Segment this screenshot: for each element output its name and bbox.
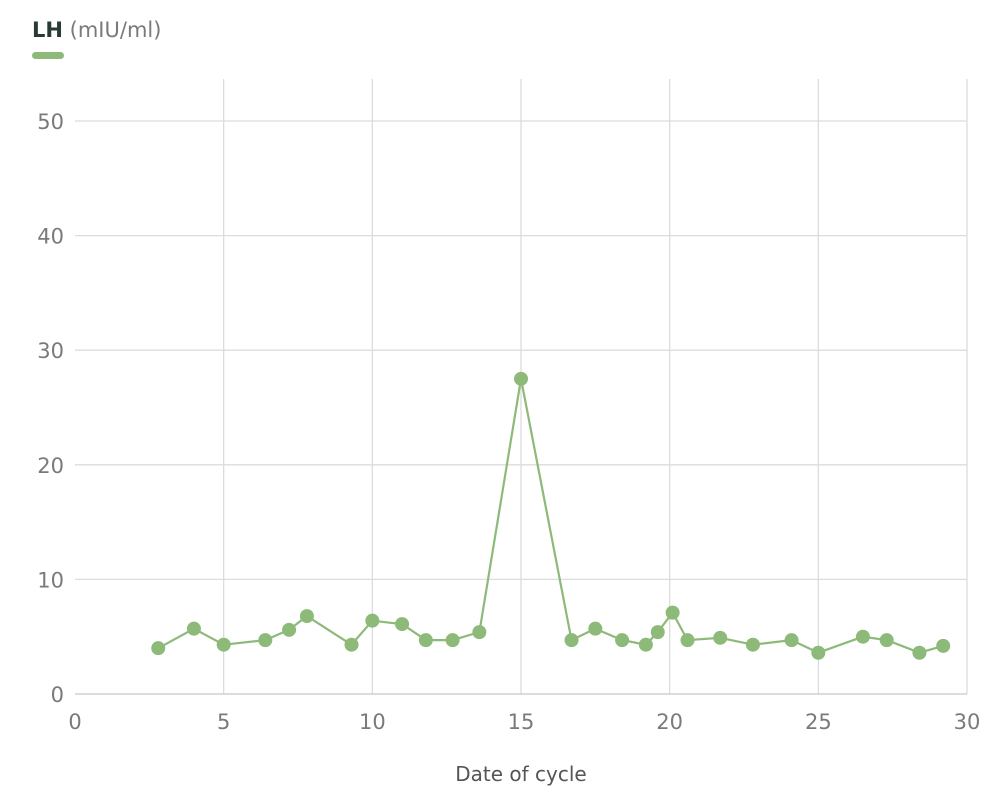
data-point [745,637,760,652]
legend-swatch [32,52,64,59]
data-point [365,613,380,628]
y-tick-label: 50 [37,110,64,134]
data-point [445,633,460,648]
data-point [395,617,410,632]
data-point [258,633,273,648]
data-point [282,622,297,637]
data-point [713,630,728,645]
data-point [472,625,487,640]
y-tick-label: 10 [37,568,64,592]
data-point [514,371,528,386]
y-tick-label: 40 [37,225,64,249]
chart-legend: LH (mIU/ml) [32,18,161,59]
data-point [216,637,231,652]
data-point [936,638,951,653]
x-axis-title: Date of cycle [455,762,586,786]
x-tick-label: 20 [656,710,683,734]
data-point [665,605,680,620]
data-point [588,621,603,636]
x-tick-label: 15 [508,710,535,734]
y-tick-label: 30 [37,339,64,363]
y-tick-label: 0 [51,683,64,707]
legend-series-name: LH [32,18,63,42]
data-point [151,641,166,656]
data-point [344,637,359,652]
legend-title: LH (mIU/ml) [32,18,161,42]
data-point [811,645,826,660]
series-line [157,377,944,654]
data-point [299,609,314,624]
data-point [638,637,653,652]
data-point [912,645,927,660]
x-tick-label: 25 [805,710,832,734]
data-point [564,633,579,648]
x-tick-label: 5 [217,710,230,734]
legend-unit: (mIU/ml) [69,18,162,42]
data-point [680,633,695,648]
data-point [879,633,894,648]
y-tick-label: 20 [37,454,64,478]
x-tick-label: 30 [954,710,981,734]
data-point [615,633,630,648]
data-point [784,633,799,648]
data-point [418,633,433,648]
x-tick-label: 10 [359,710,386,734]
grid [75,79,968,694]
x-tick-label: 0 [68,710,81,734]
series-lh [151,371,951,660]
data-point [855,629,870,644]
data-point [650,625,665,640]
axes: 0 10 20 30 40 50 0 5 10 15 20 25 30 [37,110,980,734]
data-point [186,621,201,636]
